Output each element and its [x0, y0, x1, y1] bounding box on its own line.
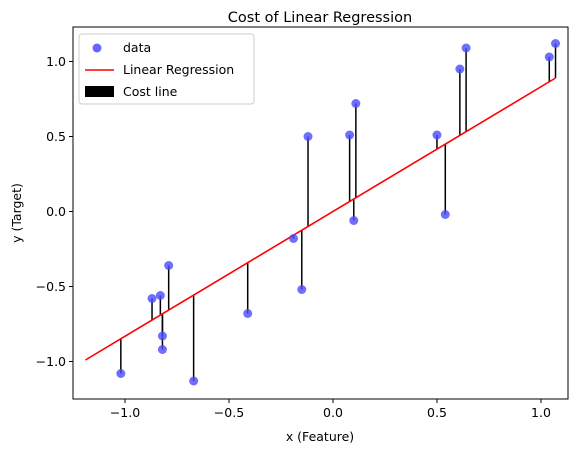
- data-point: [297, 285, 307, 294]
- data-point: [455, 64, 465, 74]
- cost-lines-group: [120, 43, 557, 381]
- legend-label-cost: Cost line: [123, 84, 178, 99]
- chart-title: Cost of Linear Regression: [228, 10, 412, 26]
- regression-line: [85, 77, 556, 361]
- plot-frame: [72, 26, 569, 400]
- y-tick-label: −1.0: [36, 354, 66, 369]
- data-point: [349, 216, 359, 225]
- legend: data Linear Regression Cost line: [78, 33, 255, 105]
- data-point: [551, 39, 561, 48]
- legend-label-regression: Linear Regression: [123, 62, 234, 77]
- x-ticks-group: −1.0 −0.5 0.0 0.5 1.0: [110, 399, 551, 420]
- data-point: [164, 261, 174, 270]
- y-ticks-group: −1.0 −0.5 0.0 0.5 1.0: [36, 54, 73, 369]
- y-tick-label: 1.0: [46, 54, 66, 69]
- data-point: [440, 210, 450, 219]
- legend-label-data: data: [123, 40, 151, 55]
- data-point: [157, 331, 167, 341]
- y-tick-label: −0.5: [36, 279, 66, 294]
- y-tick-label: 0.5: [46, 129, 66, 144]
- y-axis-label: y (Target): [9, 183, 24, 243]
- data-point: [155, 291, 165, 300]
- x-tick-label: −0.5: [214, 405, 244, 420]
- x-axis-label: x (Feature): [286, 429, 354, 444]
- data-point: [147, 294, 157, 303]
- legend-cost-swatch: [85, 86, 114, 97]
- data-point: [351, 99, 361, 108]
- y-tick-label: 0.0: [46, 204, 66, 219]
- x-tick-label: 1.0: [531, 405, 551, 420]
- data-points-group: [116, 39, 561, 386]
- data-point: [461, 43, 471, 53]
- data-point: [116, 369, 126, 378]
- data-point: [189, 376, 199, 386]
- x-tick-label: 0.5: [427, 405, 447, 420]
- legend-data-marker: [92, 43, 102, 53]
- data-point: [243, 309, 253, 318]
- data-point: [157, 345, 167, 354]
- x-tick-label: −1.0: [110, 405, 140, 420]
- data-point: [345, 130, 355, 140]
- data-point: [432, 130, 442, 140]
- data-point: [544, 52, 554, 62]
- data-point: [288, 234, 298, 243]
- regression-line-group: [85, 77, 556, 361]
- legend-frame: [78, 33, 255, 105]
- x-tick-label: 0.0: [323, 405, 343, 420]
- data-point: [303, 132, 313, 141]
